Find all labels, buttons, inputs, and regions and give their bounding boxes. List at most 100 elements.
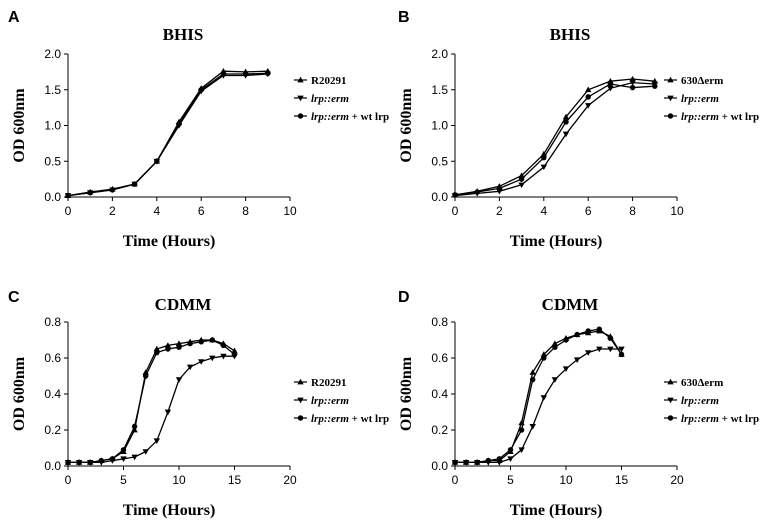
panel-b-legend-label: lrp::erm + wt lrp bbox=[681, 111, 759, 123]
panel-d-series-2-point bbox=[573, 357, 581, 363]
panel-d-series-3-point bbox=[541, 355, 547, 361]
panel-b-series-1-point bbox=[585, 86, 592, 93]
panel-d-series-3-point bbox=[552, 344, 558, 350]
panel-b-legend-marker bbox=[667, 113, 674, 119]
panel-c-series-3-point bbox=[198, 339, 204, 345]
panel-d-series-3-point bbox=[607, 335, 614, 341]
panel-b-series-3-point bbox=[652, 83, 658, 89]
panel-d-x-tick-label: 0 bbox=[452, 473, 459, 487]
panel-c-series-3-point bbox=[176, 344, 182, 350]
legend-label-suffix: + wt lrp bbox=[719, 413, 759, 425]
panel-d-legend-item: 630Δerm bbox=[664, 377, 723, 389]
panel-b-series-2-point bbox=[562, 131, 570, 138]
panel-b-y-tick-label: 1.5 bbox=[431, 83, 448, 97]
panel-b-x-label: Time (Hours) bbox=[510, 233, 603, 250]
panel-d-x-tick-label: 20 bbox=[670, 473, 684, 487]
panel-d-x-tick-label: 15 bbox=[615, 473, 629, 487]
panel-a-series-3-point bbox=[220, 71, 227, 77]
panel-c-title: CDMM bbox=[155, 295, 212, 314]
panel-c-legend-item: R20291 bbox=[294, 377, 346, 389]
panel-a-series-3-point bbox=[154, 158, 160, 164]
panel-a-series-3-point bbox=[87, 189, 93, 196]
panel-a-series-3-point bbox=[265, 70, 271, 77]
panel-c-series-3-point bbox=[220, 342, 227, 349]
panel-b-series-1-point bbox=[518, 172, 525, 178]
panel-b-legend-label: 630Δerm bbox=[681, 75, 723, 87]
panel-a-series-3-point bbox=[109, 187, 116, 193]
panel-b-y-tick-label: 0.0 bbox=[431, 190, 448, 204]
panel-c-series-2-point bbox=[153, 438, 160, 444]
panel-d-series-2-point bbox=[507, 456, 514, 462]
legend-label-suffix: + wt lrp bbox=[349, 413, 389, 425]
panel-d-series-2-point bbox=[496, 460, 503, 466]
panel-d-y-tick-label: 0.8 bbox=[431, 315, 448, 329]
panel-a-y-tick-label: 0.0 bbox=[44, 190, 61, 204]
panel-a-series-3-point bbox=[242, 71, 249, 77]
panel-c-letter: C bbox=[8, 289, 20, 306]
panel-c-series-2-point bbox=[175, 377, 183, 383]
panel-c-series-3-point bbox=[165, 346, 171, 352]
panel-d-series-3-point bbox=[507, 447, 514, 453]
panel-d-series-3-point bbox=[496, 456, 503, 462]
panel-c-legend-marker bbox=[297, 415, 304, 421]
panel-a-series-3-point bbox=[131, 181, 138, 187]
panel-b-series-3-line bbox=[454, 83, 655, 196]
panel-d-series-2-point bbox=[607, 346, 614, 353]
panel-b-series-1-point bbox=[562, 113, 570, 120]
panel-d-y-tick-label: 0.2 bbox=[431, 423, 448, 437]
panel-b-series-3 bbox=[452, 81, 658, 198]
panel-b-series-1-line bbox=[454, 78, 655, 196]
panel-b-legend-item: 630Δerm bbox=[664, 75, 723, 87]
panel-d-series-3-point bbox=[563, 337, 569, 343]
panel-a-title: BHIS bbox=[163, 25, 204, 44]
panel-c-series-2-point bbox=[186, 364, 194, 371]
panel-c-y-tick-label: 0.8 bbox=[44, 315, 61, 329]
panel-a-series-3-point bbox=[65, 192, 71, 199]
panel-c-y-label: OD 600nm bbox=[11, 356, 28, 431]
panel-a-legend-label: R20291 bbox=[311, 75, 346, 87]
panel-d-series-2-point bbox=[562, 366, 570, 372]
panel-b-y-tick-label: 2.0 bbox=[431, 47, 448, 61]
panel-a-legend-marker bbox=[297, 113, 304, 119]
panel-d-series-1-point bbox=[551, 340, 559, 346]
legend-label-plain: 630Δerm bbox=[681, 75, 723, 87]
panel-c-series-3-point bbox=[87, 459, 93, 466]
panel-b-series-2-point bbox=[540, 164, 547, 171]
panel-b-y-tick-label: 0.5 bbox=[431, 154, 448, 168]
legend-label-italic: lrp::erm bbox=[681, 111, 719, 123]
panel-a-x-tick-label: 10 bbox=[283, 204, 297, 218]
panel-c-series-3-point bbox=[142, 373, 149, 379]
panel-d-series-2-line bbox=[455, 348, 622, 464]
panel-c-legend-label: lrp::erm + wt lrp bbox=[311, 413, 389, 425]
panel-d-series-1-line bbox=[455, 330, 623, 464]
panel-c-series-2-point bbox=[209, 355, 216, 362]
panel-c-x-tick-label: 5 bbox=[120, 473, 127, 487]
panel-c-legend-marker bbox=[297, 397, 304, 404]
panel-d-series-2-point bbox=[551, 377, 559, 383]
panel-a: A BHIS 0.0 0.5 1.0 1.5 2.0 0 2 4 6 8 10 Time (Hours) O… bbox=[8, 9, 389, 250]
panel-d-legend-marker bbox=[667, 415, 674, 421]
panel-c-y-tick-label: 0.0 bbox=[44, 459, 61, 473]
panel-b-y-label: OD 600nm bbox=[398, 88, 415, 163]
panel-a-legend-item: lrp::erm + wt lrp bbox=[294, 111, 389, 123]
panel-c-series-3-point bbox=[231, 351, 238, 358]
panel-c-x-tick-label: 0 bbox=[65, 473, 72, 487]
panel-b-series-3-point bbox=[629, 84, 636, 91]
legend-label-italic: lrp::erm bbox=[681, 93, 719, 105]
panel-b-series-3-point bbox=[518, 176, 525, 182]
panel-d-y-label: OD 600nm bbox=[398, 356, 415, 431]
panel-c-legend-item: lrp::erm + wt lrp bbox=[294, 413, 389, 425]
panel-b-letter: B bbox=[398, 9, 410, 26]
panel-a-series-3 bbox=[65, 70, 271, 199]
panel-b-y-tick-label: 1.0 bbox=[431, 119, 448, 133]
panel-c-series-2-point bbox=[120, 456, 127, 462]
panel-a-x-tick-label: 6 bbox=[198, 204, 205, 218]
panel-d-series-2-point bbox=[529, 424, 536, 430]
panel-d-series-3-point bbox=[529, 376, 536, 383]
panel-d-series-3-point bbox=[618, 351, 625, 358]
panel-c-series-1-point bbox=[231, 347, 238, 354]
panel-c-series-1-point bbox=[164, 342, 172, 348]
legend-label-italic: lrp::erm bbox=[681, 395, 719, 407]
